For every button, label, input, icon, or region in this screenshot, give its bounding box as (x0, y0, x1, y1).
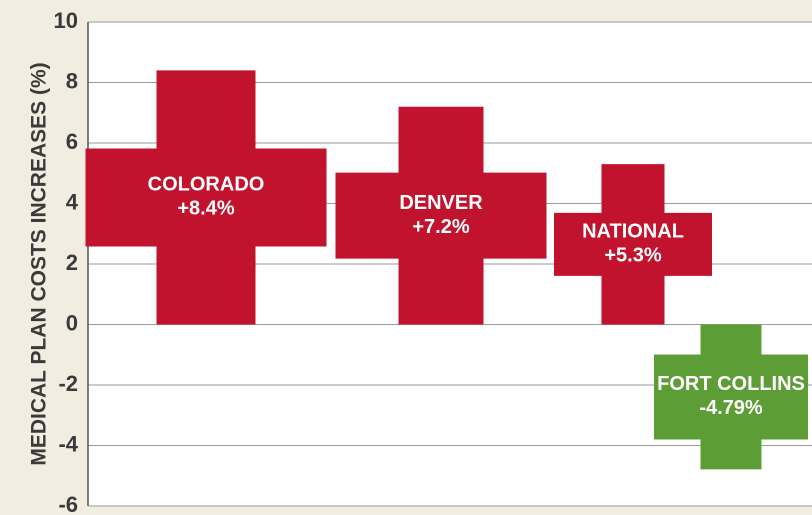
bar (654, 324, 808, 470)
bar (335, 106, 547, 325)
value-label: +5.3% (604, 245, 661, 267)
value-label: -4.79% (699, 397, 763, 419)
value-label: +7.2% (412, 216, 469, 238)
category-label: COLORADO (148, 174, 265, 196)
y-axis-label: MEDICAL PLAN COSTS INCREASES (%) (28, 62, 51, 465)
value-label: +8.4% (177, 198, 234, 220)
category-label: FORT COLLINS (657, 373, 805, 395)
y-tick-label: -6 (58, 492, 78, 515)
category-label: NATIONAL (582, 221, 684, 243)
y-tick-label: 0 (66, 310, 78, 335)
bar (554, 164, 712, 325)
y-tick-label: -4 (58, 431, 78, 456)
y-tick-label: 8 (66, 68, 78, 93)
y-tick-label: 2 (66, 250, 78, 275)
category-label: DENVER (399, 192, 483, 214)
y-tick-label: 10 (54, 8, 78, 33)
y-tick-label: -2 (58, 371, 78, 396)
bar (85, 70, 327, 325)
y-tick-label: 4 (66, 189, 79, 214)
y-tick-label: 6 (66, 129, 78, 154)
